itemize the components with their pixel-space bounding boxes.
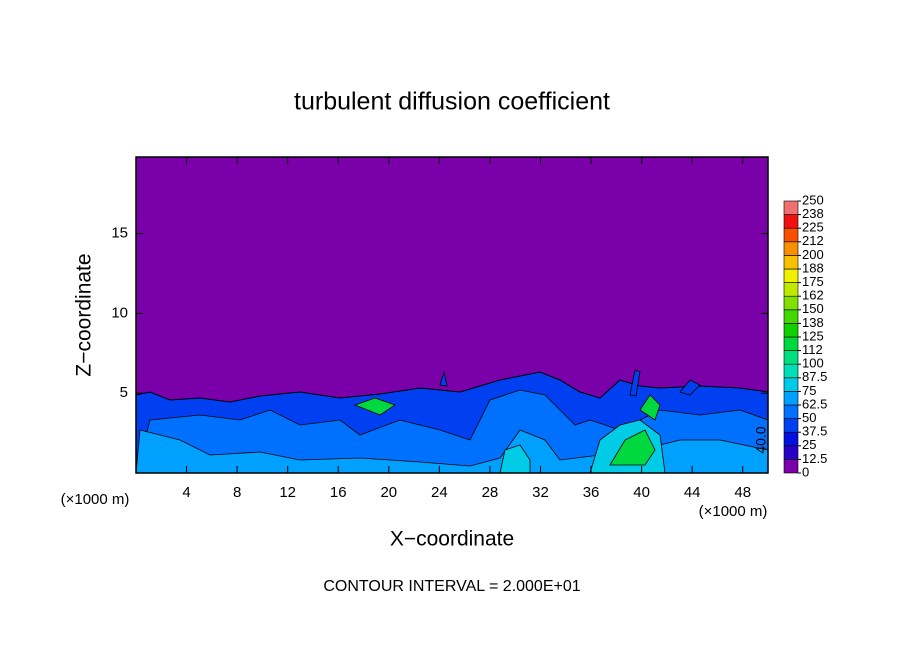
x-tick-label: 16: [330, 484, 347, 501]
y-tick-label: 10: [111, 304, 128, 321]
colorbar-segment: [783, 282, 799, 297]
x-axis-label: X−coordinate: [390, 528, 514, 551]
colorbar-segment: [783, 200, 799, 215]
y-tick-label: 15: [111, 225, 128, 242]
colorbar-label: 200: [802, 247, 824, 262]
colorbar-label: 212: [802, 233, 824, 248]
field: [135, 369, 769, 474]
colorbar-label: 12.5: [802, 451, 827, 466]
colorbar-label: 125: [802, 328, 824, 343]
contour-label: 40.0: [753, 426, 769, 453]
colorbar-label: 50: [802, 410, 816, 425]
colorbar-segment: [783, 431, 799, 447]
colorbar-segment: [783, 268, 799, 283]
colorbar-segment: [783, 295, 799, 311]
colorbar-label: 87.5: [802, 369, 827, 384]
colorbar-segment: [783, 255, 799, 270]
colorbar-segment: [783, 309, 799, 324]
colorbar-segment: [783, 227, 799, 243]
colorbar-label: 175: [802, 274, 824, 289]
colorbar-segment: [783, 459, 799, 474]
x-tick-label: 40: [633, 484, 650, 501]
colorbar-segment: [783, 377, 799, 392]
colorbar-label: 138: [802, 315, 824, 330]
x-tick-label: 48: [734, 484, 751, 501]
colorbar-label: 188: [802, 260, 824, 275]
colorbar-label: 225: [802, 220, 824, 235]
colorbar-label: 25: [802, 437, 816, 452]
footer-note: CONTOUR INTERVAL = 2.000E+01: [323, 578, 580, 595]
colorbar-label: 100: [802, 356, 824, 371]
x-tick-label: 44: [684, 484, 701, 501]
colorbar-segment: [783, 391, 799, 406]
colorbar-label: 238: [802, 206, 824, 221]
colorbar-label: 250: [802, 192, 824, 207]
plot-frame: [135, 156, 769, 474]
colorbar-label: 62.5: [802, 396, 827, 411]
colorbar-segment: [783, 418, 799, 433]
x-tick-label: 12: [279, 484, 296, 501]
x-unit-label: (×1000 m): [61, 491, 130, 508]
field-patch: [353, 394, 661, 466]
y-axis-label: Z−coordinate: [73, 253, 96, 376]
x-tick-label: 8: [233, 484, 241, 501]
x-tick-label: 4: [182, 484, 190, 501]
colorbar-label: 0: [802, 464, 809, 479]
x-tick-label: 24: [431, 484, 448, 501]
x-unit-label: (×1000 m): [699, 503, 768, 520]
colorbar-label: 37.5: [802, 424, 827, 439]
colorbar-segment: [783, 350, 799, 365]
colorbar-label: 75: [802, 383, 816, 398]
colorbar-segment: [783, 214, 799, 229]
colorbar-segment: [783, 445, 799, 460]
colorbar-segment: [783, 323, 799, 338]
colorbar-label: 112: [802, 342, 823, 357]
y-tick-label: 5: [120, 384, 128, 401]
colorbar-segment: [783, 363, 799, 379]
x-tick-label: 32: [532, 484, 549, 501]
colorbar-segment: [783, 404, 799, 419]
colorbar-segment: [783, 336, 799, 351]
colorbar-label: 162: [802, 288, 824, 303]
colorbar-label: 150: [802, 301, 824, 316]
x-tick-label: 36: [583, 484, 600, 501]
x-tick-label: 28: [482, 484, 499, 501]
chart-title: turbulent diffusion coefficient: [294, 88, 610, 116]
x-tick-label: 20: [380, 484, 397, 501]
colorbar-segment: [783, 241, 799, 256]
field-patch: [439, 369, 701, 397]
